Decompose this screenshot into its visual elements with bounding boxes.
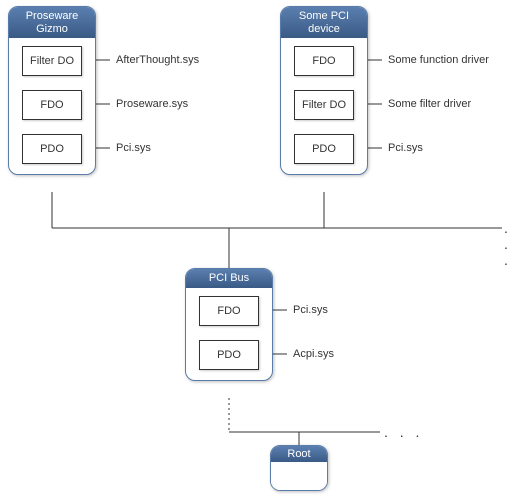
device-object-filter-do: Filter DO (22, 46, 82, 76)
ellipsis: . . . (504, 220, 526, 268)
group-proseware-gizmo: Proseware Gizmo Filter DO FDO PDO (8, 6, 96, 175)
device-object-pdo: PDO (199, 340, 259, 370)
root-title: Root (271, 446, 327, 462)
device-object-fdo: FDO (294, 46, 354, 76)
root-body (271, 462, 327, 490)
device-object-fdo: FDO (22, 90, 82, 120)
driver-label: Pci.sys (388, 142, 423, 154)
device-object-pdo: PDO (294, 134, 354, 164)
device-object-pdo: PDO (22, 134, 82, 164)
group-title: Some PCI device (281, 7, 367, 38)
device-object-fdo: FDO (199, 296, 259, 326)
driver-label: Pci.sys (293, 304, 328, 316)
driver-label: Some function driver (388, 54, 489, 66)
group-body: FDO PDO (186, 288, 272, 380)
group-title: Proseware Gizmo (9, 7, 95, 38)
group-pci-bus: PCI Bus FDO PDO (185, 268, 273, 381)
device-object-filter-do: Filter DO (294, 90, 354, 120)
group-some-pci-device: Some PCI device FDO Filter DO PDO (280, 6, 368, 175)
driver-label: Pci.sys (116, 142, 151, 154)
group-title: PCI Bus (186, 269, 272, 288)
ellipsis: . . . (384, 424, 423, 440)
driver-label: AfterThought.sys (116, 54, 199, 66)
driver-label: Acpi.sys (293, 348, 334, 360)
group-body: FDO Filter DO PDO (281, 38, 367, 174)
diagram-canvas: Proseware Gizmo Filter DO FDO PDO AfterT… (0, 0, 526, 500)
driver-label: Proseware.sys (116, 98, 188, 110)
group-body: Filter DO FDO PDO (9, 38, 95, 174)
driver-label: Some filter driver (388, 98, 471, 110)
root-node: Root (270, 445, 328, 491)
